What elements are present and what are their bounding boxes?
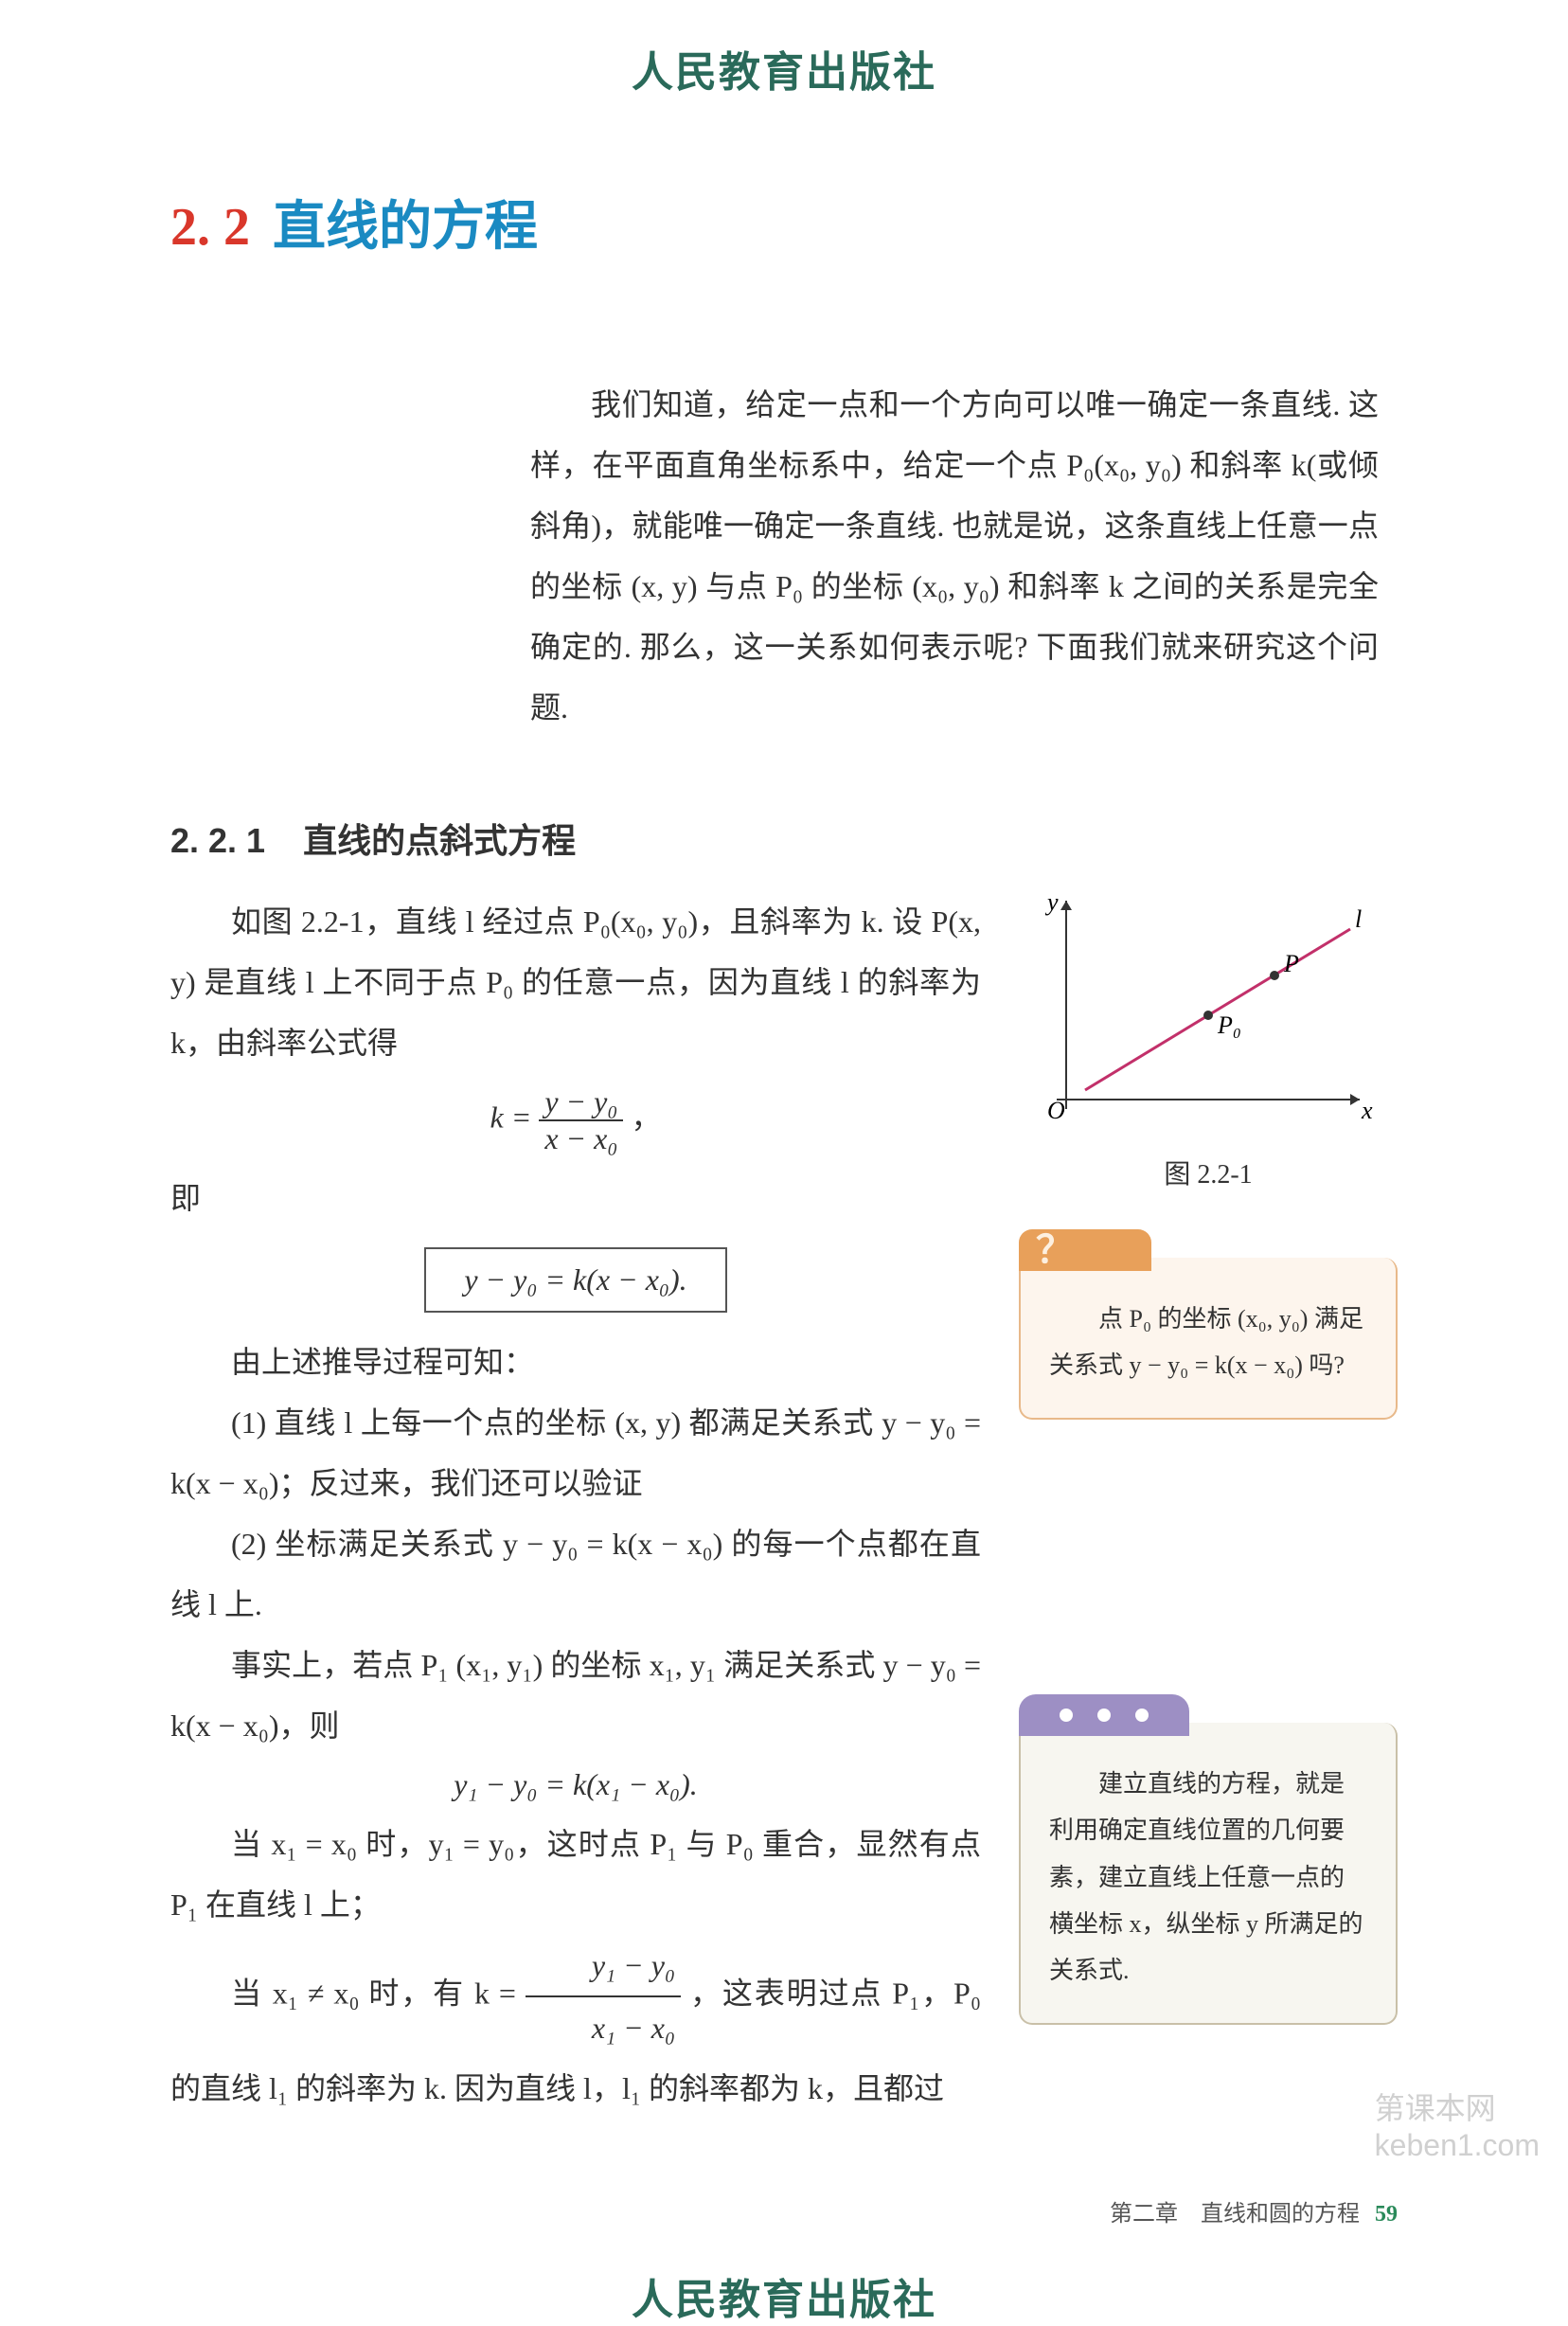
callout-question: ？ 点 P₀ 的坐标 (x₀, y₀) 满足关系式 y − y₀ = k(x −… <box>1019 1258 1398 1420</box>
callout-note-text: 建立直线的方程，就是利用确定直线位置的几何要素，建立直线上任意一点的横坐标 x，… <box>1049 1761 1367 1995</box>
formula-1: k = y − y₀ x − x₀ ， <box>170 1084 981 1156</box>
dot-icon <box>1135 1709 1149 1722</box>
body-para-3: (1) 直线 l 上每一个点的坐标 (x, y) 都满足关系式 y − y₀ =… <box>170 1392 981 1513</box>
section-name: 直线的方程 <box>273 198 538 257</box>
para7-a: 当 x₁ ≠ x₀ 时，有 k = <box>231 1976 516 2010</box>
body-para-6: 当 x₁ = x₀ 时，y₁ = y₀，这时点 P₁ 与 P₀ 重合，显然有点 … <box>170 1814 981 1935</box>
para4-text: (2) 坐标满足关系式 y − y₀ = k(x − x₀) 的每一个点都在直线… <box>170 1513 981 1635</box>
question-mark-icon: ？ <box>1036 1214 1074 1286</box>
formula1-left: k = <box>490 1100 532 1134</box>
figure-2-2-1: O x y l P P₀ <box>1019 891 1379 1137</box>
footer-chapter: 第二章 直线和圆的方程 <box>1110 2202 1360 2227</box>
subsection-number: 2. 2. 1 <box>170 821 265 860</box>
body-para-7: 当 x₁ ≠ x₀ 时，有 k = y₁ − y₀ x₁ − x₀ ，这表明过点… <box>170 1935 981 2119</box>
body-para-1: 如图 2.2-1，直线 l 经过点 P₀(x₀, y₀)，且斜率为 k. 设 P… <box>170 891 981 1073</box>
formula1-num: y − y₀ <box>539 1084 623 1121</box>
section-number: 2. 2 <box>170 198 250 257</box>
formula1-comma: ， <box>631 1100 661 1134</box>
subsection-title: 2. 2. 1 直线的点斜式方程 <box>170 814 1398 863</box>
body-para-2: 由上述推导过程可知： <box>170 1332 981 1392</box>
formula1-frac: y − y₀ x − x₀ <box>539 1084 623 1156</box>
para7-text: 当 x₁ ≠ x₀ 时，有 k = y₁ − y₀ x₁ − x₀ ，这表明过点… <box>170 1935 981 2119</box>
formula1-den: x − x₀ <box>539 1121 623 1156</box>
watermark-cn: 第课本网 <box>1375 2084 1540 2128</box>
body-para-5: 事实上，若点 P₁ (x₁, y₁) 的坐标 x₁, y₁ 满足关系式 y − … <box>170 1635 981 1756</box>
dot-icon <box>1097 1709 1111 1722</box>
page-footer: 第二章 直线和圆的方程 59 <box>170 2194 1398 2228</box>
formula-2-box: y − y₀ = k(x − x₀). <box>170 1240 981 1320</box>
para3-text: (1) 直线 l 上每一个点的坐标 (x, y) 都满足关系式 y − y₀ =… <box>170 1392 981 1513</box>
dot-icon <box>1060 1709 1073 1722</box>
footer-pagenum: 59 <box>1375 2202 1398 2227</box>
para7-frac: y₁ − y₀ x₁ − x₀ <box>526 1935 681 2058</box>
body-para-4: (2) 坐标满足关系式 y − y₀ = k(x − x₀) 的每一个点都在直线… <box>170 1513 981 1635</box>
para2-text: 由上述推导过程可知： <box>170 1332 981 1392</box>
watermark: 第课本网 keben1.com <box>1375 2084 1540 2163</box>
publisher-top: 人民教育出版社 <box>170 38 1398 98</box>
intro-text: 我们知道，给定一点和一个方向可以唯一确定一条直线. 这样，在平面直角坐标系中，给… <box>530 374 1379 738</box>
watermark-url: keben1.com <box>1375 2128 1540 2163</box>
formula-3: y₁ − y₀ = k(x₁ − x₀). <box>170 1767 981 1802</box>
callout-question-tab: ？ <box>1019 1229 1151 1271</box>
fig-label-y: y <box>1044 891 1059 916</box>
para7-den: x₁ − x₀ <box>526 1997 681 2058</box>
callout-note-tab <box>1019 1694 1189 1736</box>
section-title: 2. 2 直线的方程 <box>170 184 1398 260</box>
para6-text: 当 x₁ = x₀ 时，y₁ = y₀，这时点 P₁ 与 P₀ 重合，显然有点 … <box>170 1814 981 1935</box>
fig-label-O: O <box>1047 1097 1065 1124</box>
subsection-name: 直线的点斜式方程 <box>303 821 576 860</box>
publisher-bottom: 人民教育出版社 <box>170 2265 1398 2326</box>
figure-caption: 图 2.2-1 <box>1019 1154 1398 1191</box>
callout-question-text: 点 P₀ 的坐标 (x₀, y₀) 满足关系式 y − y₀ = k(x − x… <box>1049 1296 1367 1389</box>
intro-paragraph: 我们知道，给定一点和一个方向可以唯一确定一条直线. 这样，在平面直角坐标系中，给… <box>530 374 1379 738</box>
formula2-text: y − y₀ = k(x − x₀). <box>424 1247 726 1313</box>
ji-text: 即 <box>170 1168 981 1228</box>
para7-num: y₁ − y₀ <box>526 1935 681 1997</box>
para5-text: 事实上，若点 P₁ (x₁, y₁) 的坐标 x₁, y₁ 满足关系式 y − … <box>170 1635 981 1756</box>
word-ji: 即 <box>170 1168 981 1228</box>
fig-label-x: x <box>1361 1097 1373 1124</box>
fig-label-l: l <box>1355 905 1362 933</box>
fig-label-P: P <box>1283 950 1299 977</box>
fig-label-P0: P₀ <box>1217 1011 1241 1039</box>
para1-text: 如图 2.2-1，直线 l 经过点 P₀(x₀, y₀)，且斜率为 k. 设 P… <box>170 891 981 1073</box>
callout-note: 建立直线的方程，就是利用确定直线位置的几何要素，建立直线上任意一点的横坐标 x，… <box>1019 1723 1398 2025</box>
